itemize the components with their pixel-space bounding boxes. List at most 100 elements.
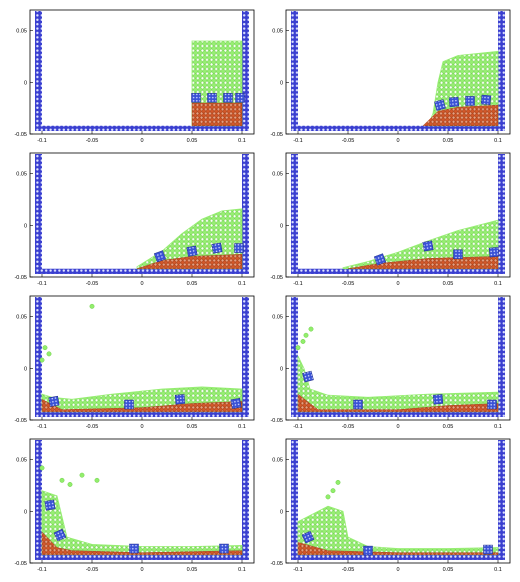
x-tick-label: -0.05	[86, 424, 99, 430]
right-wall	[242, 297, 249, 417]
panel-7: -0.1 -0.05 0 0.05 0.1 0.05 0 -0.05	[14, 438, 255, 573]
rigid-block	[223, 93, 233, 103]
rigid-block	[487, 399, 497, 410]
y-tick-label: 0.05	[272, 315, 283, 321]
right-wall	[498, 297, 505, 417]
x-tick-label: 0.05	[187, 138, 198, 144]
splash-droplet	[308, 326, 314, 332]
rigid-block	[448, 96, 460, 108]
splash-droplet	[325, 494, 331, 500]
splash-droplet	[94, 477, 100, 483]
x-tick-label: 0.1	[238, 281, 246, 287]
x-tick-label: -0.05	[86, 138, 99, 144]
x-tick-label: 0.1	[494, 567, 502, 573]
rigid-block	[235, 93, 245, 103]
x-tick-label: 0	[396, 281, 399, 287]
x-tick-label: 0.1	[238, 138, 246, 144]
rigid-block	[191, 93, 201, 103]
rigid-block	[301, 530, 315, 544]
y-tick-label: 0	[24, 509, 27, 515]
panel-8: -0.1 -0.05 0 0.05 0.1 0.05 0 -0.05	[270, 438, 511, 573]
y-tick-label: 0.05	[272, 29, 283, 35]
rigid-block	[373, 253, 387, 266]
x-tick-label: 0.05	[443, 138, 454, 144]
y-tick-label: 0	[280, 366, 283, 372]
bottom-wall	[291, 554, 505, 560]
left-wall	[35, 297, 42, 417]
rigid-block	[234, 243, 244, 253]
y-tick-label: 0	[24, 223, 27, 229]
x-tick-label: 0	[396, 424, 399, 430]
rigid-block	[44, 499, 56, 511]
y-tick-label: -0.05	[14, 275, 27, 281]
y-tick-label: -0.05	[14, 132, 27, 138]
left-wall	[291, 11, 298, 131]
y-tick-label: -0.05	[270, 132, 283, 138]
y-tick-label: 0	[280, 223, 283, 229]
right-wall	[498, 440, 505, 560]
sediment-particles	[297, 393, 499, 412]
panel-6: -0.1 -0.05 0 0.05 0.1 0.05 0 -0.05	[270, 295, 511, 430]
y-tick-label: 0	[280, 509, 283, 515]
splash-droplet	[67, 482, 73, 487]
rigid-block	[174, 394, 186, 405]
sediment-particles	[422, 104, 499, 126]
splash-droplet	[46, 351, 52, 357]
x-tick-label: 0	[140, 424, 143, 430]
rigid-block	[434, 99, 446, 111]
y-tick-label: 0.05	[16, 458, 27, 464]
y-tick-label: -0.05	[270, 275, 283, 281]
rigid-block	[153, 250, 167, 263]
rigid-block	[53, 528, 67, 542]
splash-droplet	[300, 339, 306, 344]
x-tick-label: -0.05	[86, 567, 99, 573]
rigid-block	[207, 93, 217, 103]
y-tick-label: 0	[24, 80, 27, 86]
rigid-block	[483, 544, 493, 555]
left-wall	[35, 154, 42, 274]
splash-droplet	[89, 303, 95, 309]
rigid-block	[186, 245, 198, 257]
rigid-block	[422, 240, 434, 252]
x-tick-label: -0.05	[342, 138, 355, 144]
x-tick-label: -0.1	[37, 424, 46, 430]
panel-1: -0.1 -0.05 0 0.05 0.1 0.05 0 -0.05	[14, 9, 255, 144]
right-wall	[242, 440, 249, 560]
x-tick-label: -0.05	[342, 424, 355, 430]
sediment-particles	[347, 256, 499, 269]
rigid-block	[129, 543, 139, 554]
bottom-wall	[35, 554, 249, 560]
x-tick-label: 0.05	[443, 424, 454, 430]
bottom-wall	[291, 268, 505, 274]
x-tick-label: 0	[396, 567, 399, 573]
y-tick-label: 0.05	[16, 29, 27, 35]
rigid-block	[488, 247, 500, 258]
x-tick-label: -0.1	[37, 281, 46, 287]
x-tick-label: 0.05	[443, 281, 454, 287]
panel-3: -0.1 -0.05 0 0.05 0.1 0.05 0 -0.05	[14, 152, 255, 287]
rigid-block	[211, 242, 223, 254]
x-tick-label: 0	[396, 138, 399, 144]
x-tick-label: 0.05	[187, 281, 198, 287]
y-tick-label: 0.05	[16, 172, 27, 178]
rigid-block	[453, 249, 463, 260]
sediment-particles	[41, 399, 243, 412]
right-wall	[242, 11, 249, 131]
x-tick-label: 0.05	[443, 567, 454, 573]
y-tick-label: -0.05	[14, 561, 27, 567]
y-tick-label: 0.05	[272, 172, 283, 178]
x-tick-label: -0.05	[342, 567, 355, 573]
x-tick-label: -0.1	[293, 138, 302, 144]
left-wall	[291, 297, 298, 417]
panel-4: -0.1 -0.05 0 0.05 0.1 0.05 0 -0.05	[270, 152, 511, 287]
x-tick-label: 0	[140, 567, 143, 573]
sediment-particles	[297, 542, 499, 555]
bottom-wall	[35, 411, 249, 417]
splash-droplet	[59, 477, 65, 483]
rigid-block	[353, 399, 363, 410]
left-wall	[35, 440, 42, 560]
x-tick-label: -0.05	[342, 281, 355, 287]
x-tick-label: 0.1	[494, 138, 502, 144]
panel-2: -0.1 -0.05 0 0.05 0.1 0.05 0 -0.05	[270, 9, 511, 144]
